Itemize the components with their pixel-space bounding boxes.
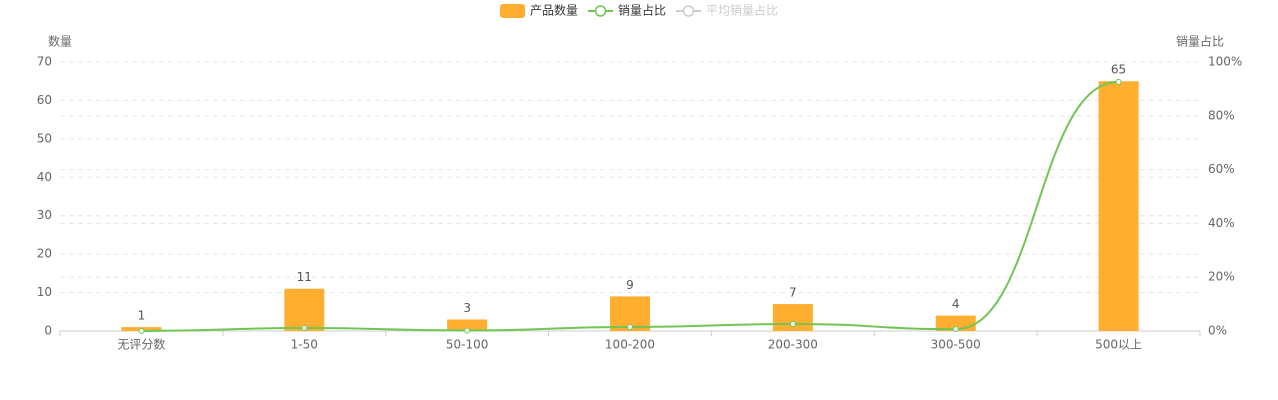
data-label: 3 — [463, 301, 471, 315]
line-point — [1115, 78, 1122, 85]
y2-tick-label: 20% — [1208, 270, 1235, 284]
bar — [284, 288, 325, 331]
x-tick-label: 100-200 — [605, 338, 655, 352]
legend-label: 产品数量 — [530, 3, 578, 18]
x-tick-label: 500以上 — [1095, 338, 1142, 352]
data-label: 11 — [297, 270, 312, 284]
line-point — [627, 323, 633, 330]
x-tick-label: 50-100 — [446, 338, 489, 352]
y2-tick-label: 60% — [1208, 162, 1235, 176]
legend-label: 销量占比 — [618, 3, 666, 18]
y2-tick-label: 80% — [1208, 108, 1235, 122]
data-label: 65 — [1111, 63, 1126, 77]
y-tick-label: 40 — [37, 170, 52, 184]
y-tick-label: 50 — [37, 131, 52, 145]
x-tick-label: 无评分数 — [117, 337, 165, 352]
x-tick-label: 1-50 — [291, 338, 318, 352]
data-label: 9 — [626, 278, 634, 292]
legend-label: 平均销量占比 — [706, 3, 778, 18]
line-point — [464, 327, 471, 334]
y2-tick-label: 100% — [1208, 55, 1242, 69]
legend-swatch — [500, 4, 525, 18]
bar — [447, 319, 488, 331]
y2-tick-label: 40% — [1208, 216, 1235, 230]
y-tick-label: 60 — [37, 93, 52, 107]
x-tick-label: 200-300 — [768, 338, 818, 352]
data-label: 7 — [789, 286, 797, 300]
line-point — [301, 325, 308, 332]
y-tick-label: 20 — [37, 247, 52, 261]
data-label: 4 — [952, 297, 960, 311]
line-point — [789, 321, 796, 328]
line-point — [952, 326, 959, 333]
line — [141, 80, 1119, 332]
legend-swatch — [594, 5, 607, 17]
y2-axis-label: 销量占比 — [1176, 34, 1224, 49]
y2-tick-label: 0% — [1208, 324, 1227, 338]
y-tick-label: 70 — [37, 55, 52, 69]
legend-swatch — [682, 5, 695, 17]
x-tick-label: 300-500 — [931, 338, 981, 352]
y-tick-label: 10 — [37, 285, 52, 299]
y-axis-label: 数量 — [48, 34, 72, 49]
line-point — [138, 328, 145, 334]
data-label: 1 — [138, 309, 146, 323]
y-tick-label: 30 — [37, 208, 52, 222]
bar — [1098, 81, 1139, 331]
y-tick-label: 0 — [44, 324, 52, 338]
